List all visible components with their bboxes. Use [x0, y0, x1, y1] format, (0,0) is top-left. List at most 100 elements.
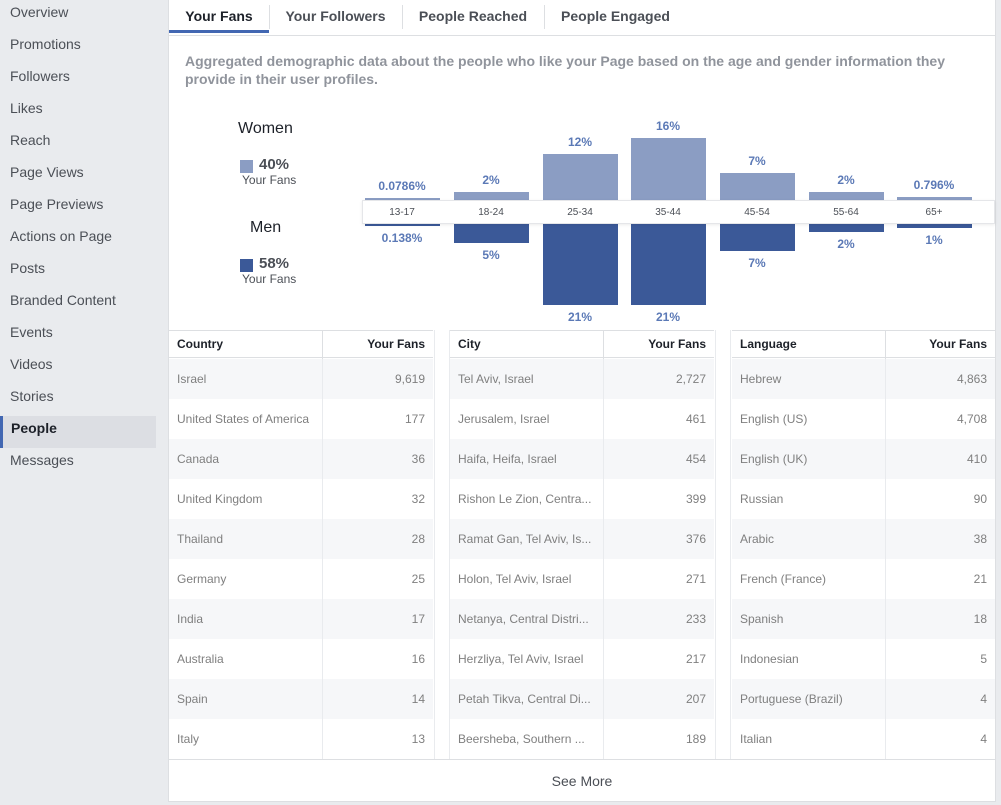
men-value-label: 21%	[655, 310, 681, 325]
fan-count: 399	[685, 492, 706, 506]
table-row: Portuguese (Brazil) 4	[732, 679, 995, 719]
women-bar-18-24	[453, 192, 529, 200]
fan-count: 2,727	[675, 372, 706, 386]
fan-count: 217	[685, 652, 706, 666]
table-row: Thailand 28	[169, 519, 433, 559]
table-row: Haifa, Heifa, Israel 454	[450, 439, 714, 479]
city-name: Haifa, Heifa, Israel	[458, 452, 557, 466]
sidebar-item-promotions[interactable]: Promotions	[10, 36, 81, 52]
fan-count: 38	[973, 532, 987, 546]
women-value-label: 2%	[837, 173, 855, 188]
sidebar-item-reach[interactable]: Reach	[10, 132, 51, 148]
language-name: French (France)	[740, 572, 827, 586]
table-row: English (UK) 410	[732, 439, 995, 479]
tab-people-engaged[interactable]: People Engaged	[561, 8, 670, 24]
sidebar-nav: Overview Promotions Followers Likes Reach Pag…	[0, 0, 168, 805]
tab-your-fans[interactable]: Your Fans	[169, 0, 269, 33]
legend-women-title: Women	[238, 120, 293, 137]
sidebar-item-actions-on-page[interactable]: Actions on Page	[10, 228, 112, 244]
age-label-55-64: 55-64	[833, 207, 859, 218]
tab-your-followers[interactable]: Your Followers	[285, 8, 386, 24]
language-name: Hebrew	[740, 372, 782, 386]
women-value-label: 16%	[655, 119, 681, 133]
age-label-35-44: 35-44	[655, 207, 681, 218]
legend-men-subtitle: Your Fans	[242, 272, 297, 286]
men-value-label: 5%	[482, 248, 500, 263]
fan-count: 207	[685, 692, 706, 706]
fan-count: 410	[966, 452, 987, 466]
city-name: Rishon Le Zion, Centra...	[458, 492, 592, 506]
legend-women-percent: 40%	[259, 156, 290, 173]
table-gutter	[434, 330, 450, 759]
age-label-65: 65+	[925, 207, 943, 218]
women-bar-45-54	[719, 172, 795, 200]
age-axis-band	[362, 200, 995, 224]
your-fans-column-header: Your Fans	[929, 337, 987, 351]
header-divider	[603, 331, 604, 359]
language-name: Portuguese (Brazil)	[740, 692, 843, 706]
see-more-button[interactable]: See More	[551, 773, 613, 789]
women-bar-25-34	[542, 153, 618, 200]
legend-men-title: Men	[250, 219, 282, 236]
table-row: Netanya, Central Distri... 233	[450, 599, 714, 639]
country-name: Canada	[177, 452, 220, 466]
tab-people-reached[interactable]: People Reached	[418, 8, 528, 24]
language-name: Indonesian	[740, 652, 799, 666]
fan-count: 17	[411, 612, 425, 626]
sidebar-item-stories[interactable]: Stories	[10, 388, 54, 404]
column-divider	[885, 359, 886, 759]
table-row: Beersheba, Southern ... 189	[450, 719, 714, 759]
sidebar-item-branded-content[interactable]: Branded Content	[10, 292, 116, 308]
see-more-bar: See More	[169, 759, 995, 801]
men-bar-25-34	[542, 224, 618, 306]
city-name: Tel Aviv, Israel	[458, 372, 534, 386]
sidebar-item-videos[interactable]: Videos	[10, 356, 53, 372]
men-value-label: 7%	[748, 256, 766, 271]
table-row: Spanish 18	[732, 599, 995, 639]
men-value-label: 1%	[925, 232, 943, 247]
language-table-header: Language Your Fans	[732, 330, 995, 359]
table-row: Ramat Gan, Tel Aviv, Is... 376	[450, 519, 714, 559]
country-table-header: Country Your Fans	[169, 330, 433, 359]
sidebar-item-likes[interactable]: Likes	[10, 100, 43, 116]
age-label-18-24: 18-24	[478, 207, 504, 218]
legend-men-percent: 58%	[259, 255, 290, 272]
table-row: Italian 4	[732, 719, 995, 759]
sidebar-item-page-previews[interactable]: Page Previews	[10, 196, 104, 212]
women-bar-13-17	[364, 198, 440, 200]
table-row: English (US) 4,708	[732, 399, 995, 439]
city-table: City Your Fans Tel Aviv, Israel 2,727 Jerusa…	[450, 330, 714, 759]
header-divider	[885, 331, 886, 359]
sidebar-item-followers[interactable]: Followers	[10, 68, 70, 84]
fan-count: 4,863	[956, 372, 987, 386]
sidebar-item-events[interactable]: Events	[10, 324, 53, 340]
city-name: Jerusalem, Israel	[458, 412, 550, 426]
women-bar-55-64	[808, 192, 884, 200]
country-name: Israel	[177, 372, 207, 386]
legend-women-subtitle: Your Fans	[242, 173, 297, 187]
legend-men-swatch	[240, 259, 253, 272]
sidebar-item-posts[interactable]: Posts	[10, 260, 46, 276]
fan-count: 4,708	[956, 412, 987, 426]
sidebar-item-messages[interactable]: Messages	[10, 452, 74, 468]
table-row: Petah Tikva, Central Di... 207	[450, 679, 714, 719]
fan-count: 14	[411, 692, 425, 706]
table-row: Holon, Tel Aviv, Israel 271	[450, 559, 714, 599]
women-bar-65	[896, 196, 972, 200]
women-value-label: 0.796%	[913, 177, 955, 192]
sidebar-item-page-views[interactable]: Page Views	[10, 164, 84, 180]
language-name: Italian	[740, 732, 773, 746]
your-fans-column-header: Your Fans	[367, 337, 425, 351]
country-table: Country Your Fans Israel 9,619 United States…	[169, 330, 433, 759]
city-name: Beersheba, Southern ...	[458, 732, 585, 746]
legend-women-swatch	[240, 160, 253, 173]
fan-count: 4	[980, 692, 987, 706]
sidebar-item-overview[interactable]: Overview	[10, 4, 69, 20]
table-gutter	[715, 330, 731, 759]
men-bar-45-54	[719, 224, 795, 252]
language-name: Arabic	[740, 532, 775, 546]
table-row: Italy 13	[169, 719, 433, 759]
column-divider	[603, 359, 604, 759]
sidebar-item-people[interactable]: People	[0, 416, 156, 448]
fan-count: 90	[973, 492, 987, 506]
